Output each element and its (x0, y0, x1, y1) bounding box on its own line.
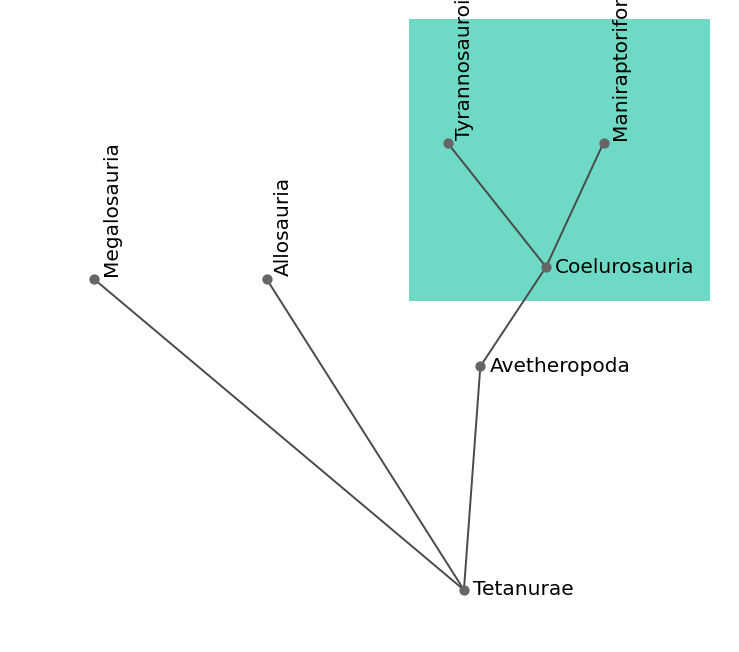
Point (458, 585, 470, 595)
Point (89, 274, 101, 285)
Text: Coelurosauria: Coelurosauria (555, 258, 695, 276)
Point (598, 138, 610, 148)
Polygon shape (409, 19, 710, 301)
Text: Allosauria: Allosauria (274, 177, 293, 276)
Text: Megalosauria: Megalosauria (102, 141, 120, 276)
Point (261, 274, 273, 285)
Text: Tyrannosauroidea: Tyrannosauroidea (455, 0, 474, 140)
Point (540, 262, 552, 273)
Text: Avetheropoda: Avetheropoda (489, 357, 630, 376)
Point (442, 138, 454, 148)
Text: Maniraptoriformes: Maniraptoriformes (611, 0, 630, 140)
Point (474, 361, 486, 372)
Text: Tetanurae: Tetanurae (473, 580, 573, 599)
